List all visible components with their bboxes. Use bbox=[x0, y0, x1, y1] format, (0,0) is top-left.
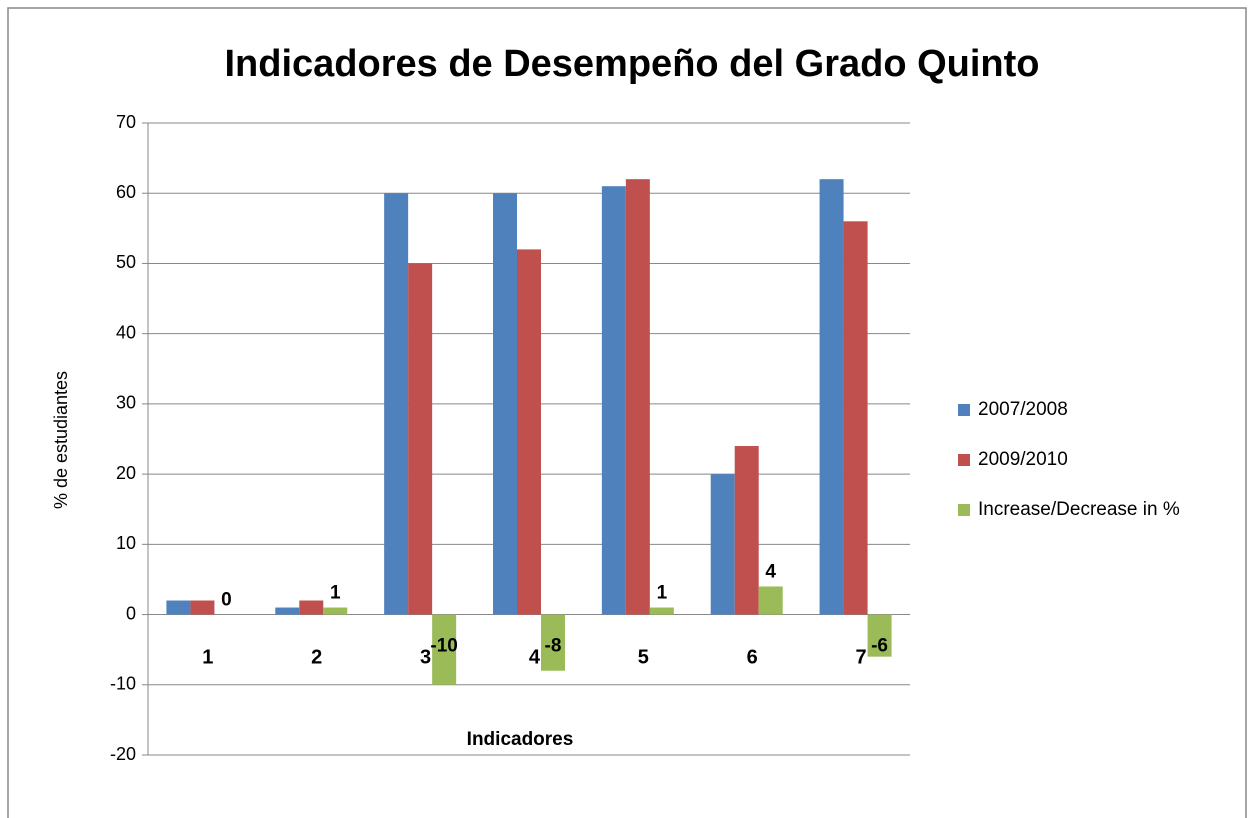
x-tick-label: 4 bbox=[529, 646, 541, 668]
bar bbox=[625, 179, 650, 615]
x-tick-label: 3 bbox=[420, 646, 431, 668]
x-tick-label: 7 bbox=[855, 646, 866, 668]
x-tick-label: 1 bbox=[202, 646, 213, 668]
legend-swatch bbox=[958, 454, 970, 466]
y-tick-label: 30 bbox=[116, 393, 136, 413]
x-tick-label: 5 bbox=[638, 646, 649, 668]
y-tick-label: 40 bbox=[116, 322, 136, 342]
data-label: -8 bbox=[545, 636, 562, 657]
bar bbox=[432, 614, 457, 685]
y-tick-label: 60 bbox=[116, 182, 136, 202]
bar bbox=[649, 607, 674, 615]
legend-label: 2009/2010 bbox=[978, 449, 1068, 470]
bar bbox=[517, 249, 541, 615]
legend-label: Increase/Decrease in % bbox=[978, 499, 1180, 520]
bar bbox=[843, 221, 868, 615]
bar bbox=[166, 600, 191, 615]
data-label: -6 bbox=[871, 636, 888, 657]
chart-title: Indicadores de Desempeño del Grado Quint… bbox=[224, 43, 1039, 85]
data-label: 1 bbox=[330, 583, 341, 604]
data-label: -10 bbox=[430, 636, 457, 657]
bar bbox=[601, 186, 626, 615]
bar bbox=[867, 614, 892, 657]
bar bbox=[408, 263, 433, 615]
y-tick-label: 70 bbox=[116, 112, 136, 132]
y-tick-label: -20 bbox=[110, 744, 136, 764]
bar bbox=[758, 586, 783, 615]
bar bbox=[190, 600, 215, 615]
data-label: 4 bbox=[765, 561, 776, 582]
bar bbox=[384, 193, 409, 615]
legend-swatch bbox=[958, 404, 970, 416]
bar bbox=[541, 614, 565, 671]
bar bbox=[734, 446, 759, 615]
bar bbox=[299, 600, 324, 615]
bar bbox=[493, 193, 517, 615]
y-tick-label: 20 bbox=[116, 463, 136, 483]
y-tick-label: 10 bbox=[116, 533, 136, 553]
y-tick-label: -10 bbox=[110, 674, 136, 694]
chart-border bbox=[7, 7, 1247, 818]
data-label: 0 bbox=[221, 590, 232, 611]
y-tick-label: 0 bbox=[126, 603, 136, 623]
data-label: 1 bbox=[657, 583, 668, 604]
bar bbox=[819, 179, 844, 615]
legend-label: 2007/2008 bbox=[978, 399, 1068, 420]
x-tick-label: 6 bbox=[747, 646, 758, 668]
bar bbox=[710, 474, 735, 615]
legend-swatch bbox=[958, 504, 970, 516]
x-tick-label: 2 bbox=[311, 646, 322, 668]
y-tick-label: 50 bbox=[116, 252, 136, 272]
bar bbox=[323, 607, 348, 615]
bar bbox=[275, 607, 300, 615]
x-axis-label: Indicadores bbox=[467, 729, 574, 750]
y-axis-label: % de estudiantes bbox=[51, 371, 71, 509]
